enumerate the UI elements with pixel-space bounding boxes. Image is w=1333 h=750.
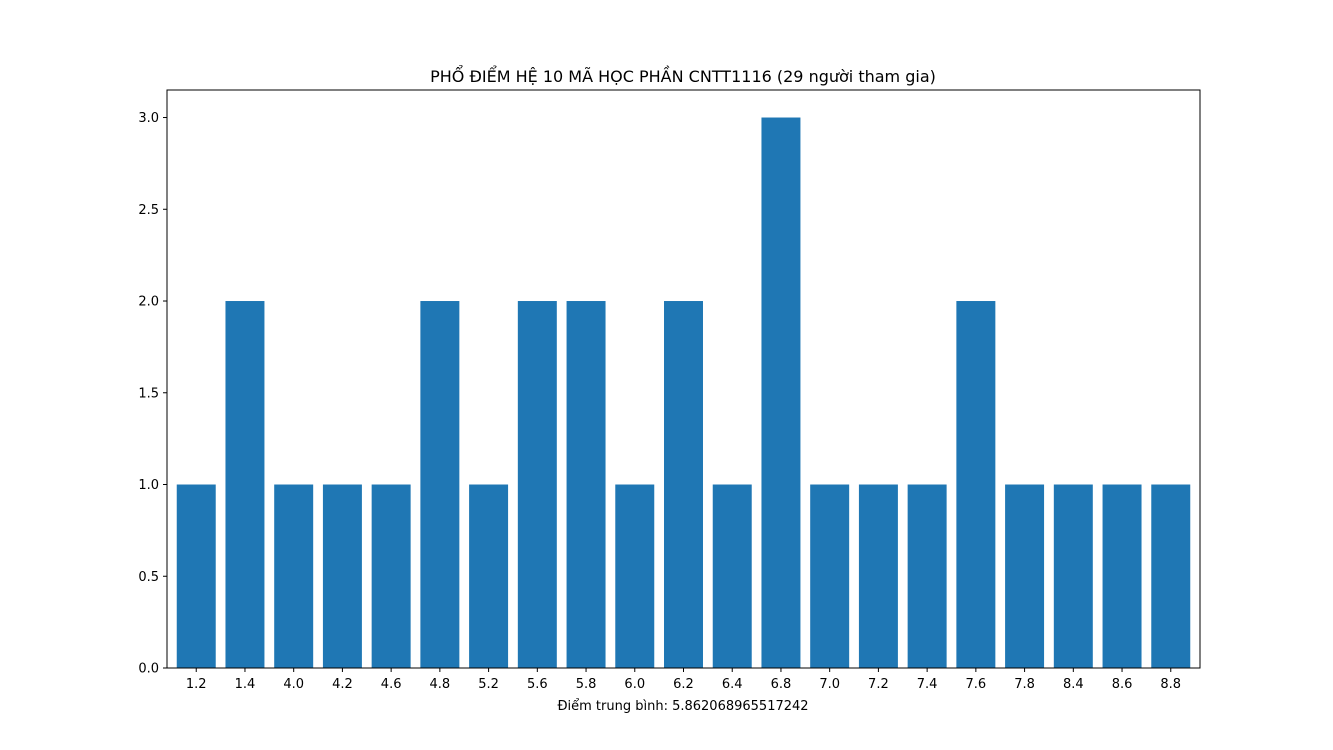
y-tick-label: 3.0 [138, 111, 159, 126]
x-tick-label: 8.8 [1160, 677, 1181, 692]
bar-4.8 [420, 301, 460, 668]
x-axis-label: Điểm trung bình: 5.862068965517242 [557, 699, 808, 714]
x-tick-label: 7.2 [868, 677, 889, 692]
bar-5.8 [566, 301, 606, 668]
bar-4.0 [274, 484, 314, 668]
y-tick-label: 2.5 [138, 203, 159, 218]
x-tick-label: 7.6 [966, 677, 987, 692]
bar-5.6 [517, 301, 557, 668]
plot-frame [166, 89, 1201, 669]
bar-8.8 [1151, 484, 1191, 668]
y-tick-label: 0.0 [138, 662, 159, 677]
x-tick-label: 6.0 [624, 677, 645, 692]
bar-6.4 [712, 484, 752, 668]
bars-group [176, 117, 1191, 668]
bar-8.4 [1053, 484, 1093, 668]
bar-7.6 [956, 301, 996, 668]
bar-1.2 [176, 484, 216, 668]
x-tick-label: 5.8 [576, 677, 597, 692]
bar-5.2 [469, 484, 509, 668]
bar-7.4 [907, 484, 947, 668]
bar-6.0 [615, 484, 655, 668]
x-tick-label: 1.4 [235, 677, 256, 692]
y-tick-label: 2.0 [138, 295, 159, 310]
bar-4.6 [371, 484, 411, 668]
x-tick-label: 7.0 [819, 677, 840, 692]
x-tick-label: 4.2 [332, 677, 353, 692]
x-tick-label: 4.8 [430, 677, 451, 692]
y-tick-label: 1.5 [138, 386, 159, 401]
bar-1.4 [225, 301, 265, 668]
bar-7.2 [858, 484, 898, 668]
bar-4.2 [322, 484, 362, 668]
x-tick-label: 6.2 [673, 677, 694, 692]
bar-6.8 [761, 117, 801, 668]
y-tick-label: 0.5 [138, 570, 159, 585]
bar-8.6 [1102, 484, 1142, 668]
bar-7.0 [810, 484, 850, 668]
x-tick-label: 1.2 [186, 677, 207, 692]
x-tick-label: 7.8 [1014, 677, 1035, 692]
x-tick-label: 8.6 [1112, 677, 1133, 692]
x-tick-label: 4.0 [283, 677, 304, 692]
x-tick-label: 4.6 [381, 677, 402, 692]
bar-7.8 [1005, 484, 1045, 668]
y-axis-ticks: 0.0 0.5 1.0 1.5 2.0 2.5 3.0 [138, 111, 167, 677]
x-tick-label: 6.8 [771, 677, 792, 692]
chart-title: PHỔ ĐIỂM HỆ 10 MÃ HỌC PHẦN CNTT1116 (29 … [430, 65, 936, 86]
x-tick-label: 5.2 [478, 677, 499, 692]
x-tick-label: 8.4 [1063, 677, 1084, 692]
x-tick-label: 6.4 [722, 677, 743, 692]
bar-6.2 [664, 301, 703, 668]
x-tick-label: 7.4 [917, 677, 938, 692]
y-tick-label: 1.0 [138, 478, 159, 493]
x-tick-label: 5.6 [527, 677, 548, 692]
x-axis-ticks: 1.2 1.4 4.0 4.2 4.6 4.8 5.2 5.6 5.8 6.0 6.2 6.4 6.8 7… [186, 668, 1181, 692]
